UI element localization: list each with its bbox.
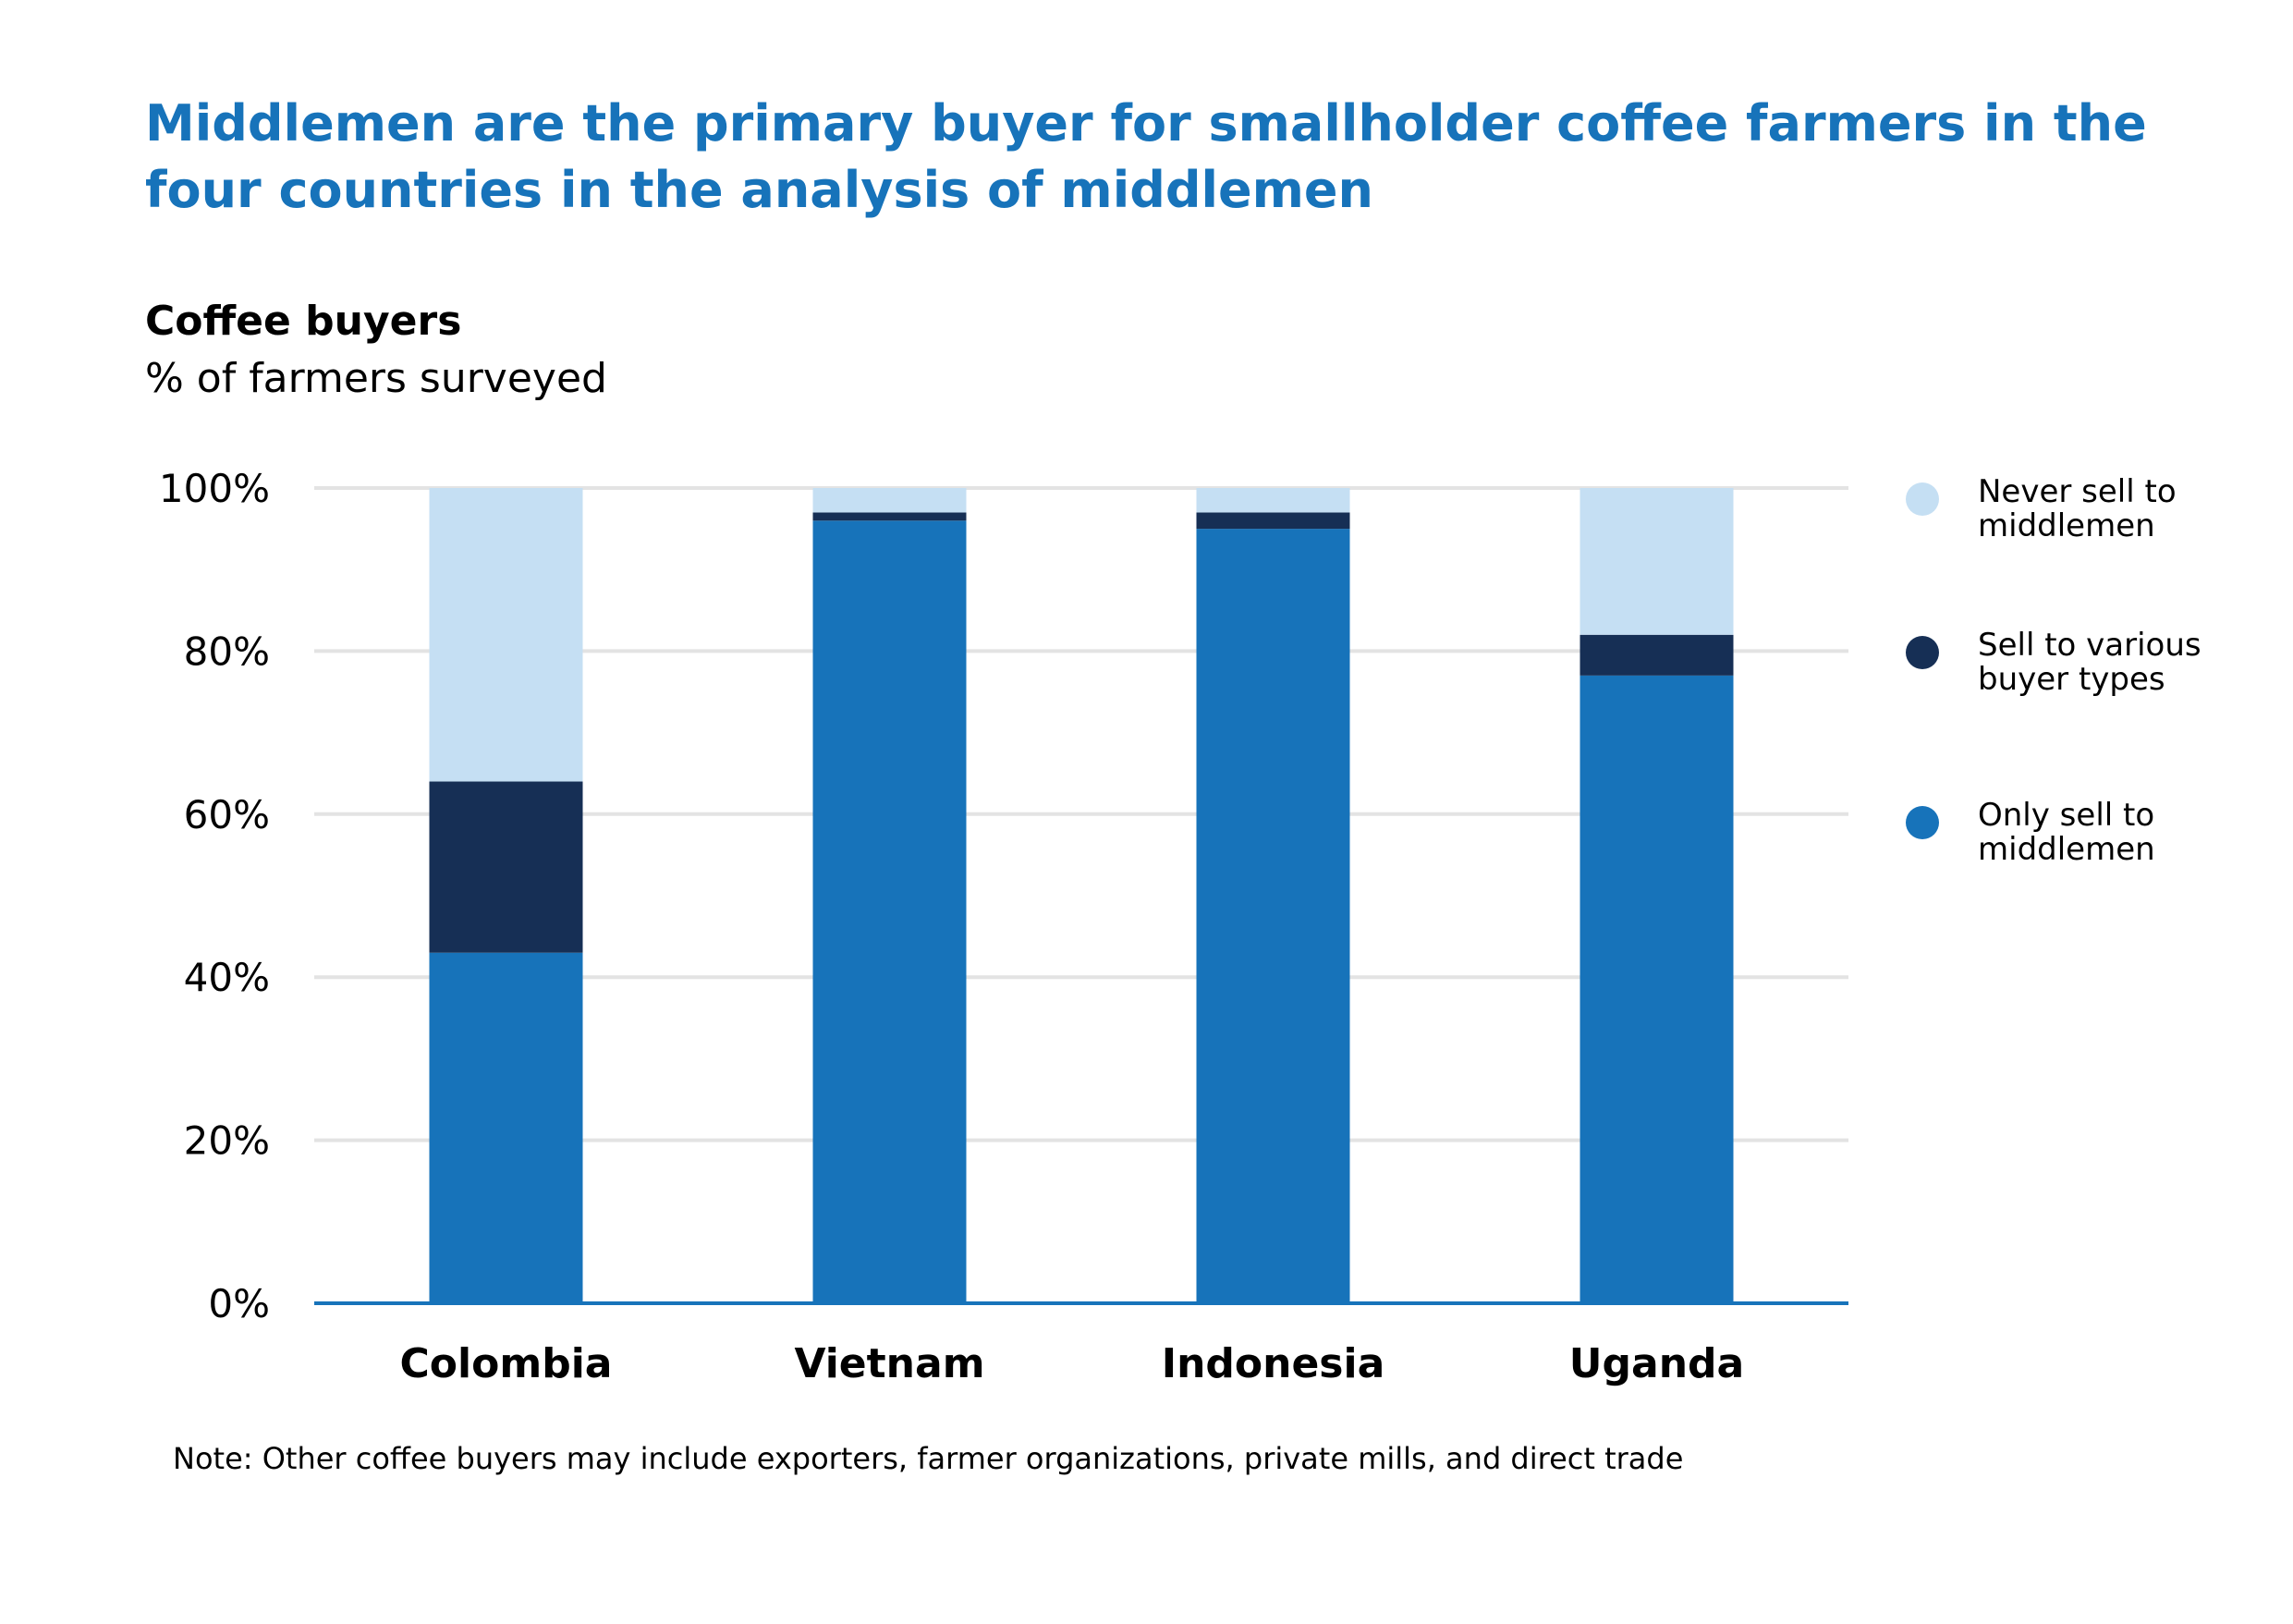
legend-label: Only sell to middlemen [1978, 797, 2155, 868]
bar-segment [429, 488, 583, 782]
chart-note: Note: Other coffee buyers may include ex… [173, 1441, 1684, 1476]
bar-segment [1579, 675, 1734, 1303]
y-tick-label: 60% [184, 792, 270, 837]
page-title: Middlemen are the primary buyer for smal… [145, 94, 2147, 219]
bar-segment [1579, 634, 1734, 676]
legend-label: Never sell to middlemen [1978, 473, 2177, 544]
y-tick-label: 40% [184, 955, 270, 1000]
bar-segment [1196, 488, 1350, 513]
y-axis-label: % of farmers surveyed [145, 355, 607, 402]
y-tick-label: 80% [184, 629, 270, 674]
x-category-label: Uganda [1569, 1340, 1744, 1387]
bar-segment [812, 512, 967, 521]
bar-segment [1579, 488, 1734, 635]
x-category-label: Colombia [400, 1340, 613, 1387]
bar-segment [1196, 512, 1350, 530]
y-tick-label: 100% [159, 466, 270, 511]
legend-item: Never sell to middlemen [1906, 475, 2275, 558]
x-category-label: Vietnam [794, 1340, 984, 1387]
y-tick-label: 0% [208, 1281, 270, 1326]
legend-swatch [1906, 482, 1939, 516]
legend-swatch [1906, 636, 1939, 669]
bar-segment [812, 488, 967, 513]
legend-item: Sell to various buyer types [1906, 629, 2275, 712]
legend-label: Sell to various buyer types [1978, 627, 2202, 698]
y-tick-label: 20% [184, 1118, 270, 1164]
legend-swatch [1906, 806, 1939, 839]
legend-item: Only sell to middlemen [1906, 799, 2275, 882]
x-category-label: Indonesia [1162, 1340, 1385, 1387]
bar-segment [1196, 529, 1350, 1303]
chart-title: Coffee buyers [145, 298, 462, 345]
bar-segment [429, 952, 583, 1303]
bar-segment [812, 520, 967, 1303]
bar-segment [429, 781, 583, 953]
